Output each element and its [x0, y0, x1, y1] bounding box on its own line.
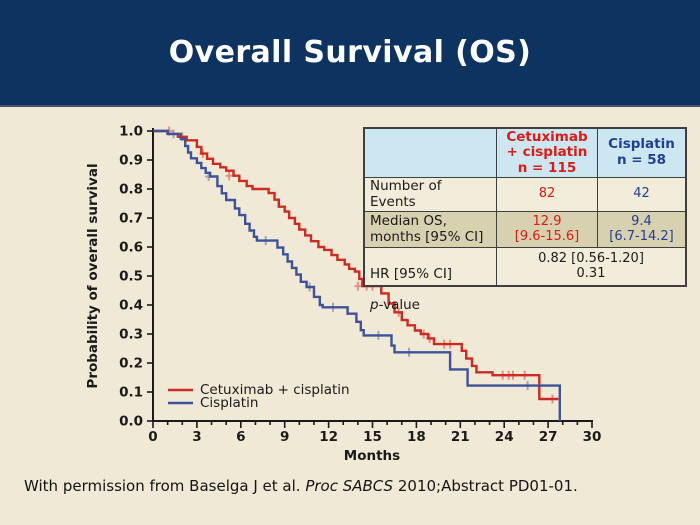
- chart-series: [153, 126, 561, 421]
- censor-mark-cisplatin: [306, 282, 314, 292]
- censor-mark-cetuximab-cisplatin: [509, 370, 517, 380]
- y-tick-label: 0.6: [119, 240, 143, 256]
- p-italic: p: [370, 296, 379, 313]
- y-tick-label: 1.0: [119, 124, 143, 140]
- censor-mark-cetuximab-cisplatin: [499, 370, 507, 380]
- y-tick-label: 0.9: [119, 153, 143, 169]
- censor-mark-cetuximab-cisplatin: [225, 171, 233, 181]
- table-header-cisplatin: Cisplatin n = 58: [598, 129, 685, 178]
- y-tick-label: 0.2: [119, 356, 143, 372]
- km-curve-cetuximab-cisplatin: [153, 129, 559, 401]
- source-caption: With permission from Baselga J et al. Pr…: [24, 477, 578, 495]
- legend: Cetuximab + cisplatin Cisplatin: [168, 382, 350, 411]
- legend-label-cisplatin: Cisplatin: [200, 395, 258, 411]
- title-bar: Overall Survival (OS): [0, 0, 700, 107]
- caption-suffix: 2010;Abstract PD01-01.: [393, 477, 578, 495]
- censor-mark-cisplatin: [329, 302, 337, 312]
- table-value-median-cisplatin: 9.4 [6.7-14.2]: [598, 212, 685, 248]
- p-rest: -value: [378, 296, 420, 313]
- censor-mark-cetuximab-cisplatin: [549, 394, 556, 404]
- x-tick-label: 24: [495, 429, 514, 445]
- slide-title: Overall Survival (OS): [168, 35, 532, 70]
- table-label-median-os: Median OS, months [95% CI]: [365, 212, 497, 248]
- table-label-hr-pvalue: HR [95% CI] p-value: [365, 248, 497, 312]
- hr-label-line: HR [95% CI]: [370, 265, 453, 282]
- censor-mark-cetuximab-cisplatin: [354, 281, 362, 291]
- x-axis-label: Months: [344, 448, 400, 464]
- x-tick-label: 21: [451, 429, 470, 445]
- censor-mark-cetuximab-cisplatin: [440, 339, 448, 349]
- censor-mark-cisplatin: [374, 330, 382, 340]
- caption-italic: Proc SABCS: [305, 477, 394, 495]
- censor-mark-cetuximab-cisplatin: [395, 307, 403, 317]
- table-value-hr-pvalue: 0.82 [0.56-1.20] 0.31: [497, 248, 685, 285]
- censor-mark-cisplatin: [205, 172, 213, 181]
- table-label-number-of-events: Number of Events: [365, 178, 497, 212]
- censor-mark-cetuximab-cisplatin: [446, 339, 454, 349]
- x-tick-label: 6: [236, 429, 245, 445]
- censor-mark-cisplatin: [405, 347, 413, 357]
- x-tick-label: 18: [407, 429, 426, 445]
- legend-label-cetuximab: Cetuximab + cisplatin: [200, 382, 350, 398]
- y-tick-label: 0.5: [119, 269, 143, 285]
- censor-mark-cisplatin: [524, 381, 532, 391]
- y-tick-label: 0.0: [119, 414, 143, 430]
- censor-mark-cisplatin: [262, 236, 270, 246]
- caption-prefix: With permission from Baselga J et al.: [24, 477, 306, 495]
- censor-mark-cetuximab-cisplatin: [199, 149, 207, 159]
- x-tick-label: 12: [319, 429, 338, 445]
- chart-axes: 0.0 0.1 0.2 0.3 0.4 0.5 0.6 0.7 0.8 0.9 1.0 0 3 6 9 12 1…: [119, 124, 601, 445]
- pvalue-label-line: p-value: [370, 296, 491, 314]
- x-tick-label: 27: [539, 429, 558, 445]
- x-tick-label: 15: [363, 429, 382, 445]
- censor-mark-cetuximab-cisplatin: [426, 333, 434, 343]
- y-tick-label: 0.4: [119, 298, 143, 314]
- x-tick-label: 9: [280, 429, 289, 445]
- y-tick-label: 0.7: [119, 211, 143, 227]
- km-curve-cisplatin: [153, 129, 561, 421]
- table-value-median-cetuximab: 12.9 [9.6-15.6]: [497, 212, 598, 248]
- censor-mark-cisplatin: [170, 129, 177, 139]
- censor-mark-cetuximab-cisplatin: [420, 329, 428, 339]
- table-value-events-cetuximab: 82: [497, 178, 598, 212]
- results-table: Cetuximab + cisplatin n = 115 Cisplatin …: [363, 127, 687, 312]
- table-header-cetuximab: Cetuximab + cisplatin n = 115: [497, 129, 598, 178]
- y-tick-label: 0.1: [119, 385, 143, 401]
- x-tick-label: 0: [148, 429, 157, 445]
- table-value-events-cisplatin: 42: [598, 178, 685, 212]
- y-tick-label: 0.3: [119, 327, 143, 343]
- table-header-blank: [365, 129, 497, 178]
- x-tick-label: 3: [192, 429, 201, 445]
- censor-mark-cetuximab-cisplatin: [521, 370, 529, 380]
- x-tick-label: 30: [583, 429, 602, 445]
- y-axis-label: Probability of overall survival: [85, 163, 101, 388]
- y-tick-label: 0.8: [119, 182, 143, 198]
- censor-mark-cetuximab-cisplatin: [505, 370, 513, 380]
